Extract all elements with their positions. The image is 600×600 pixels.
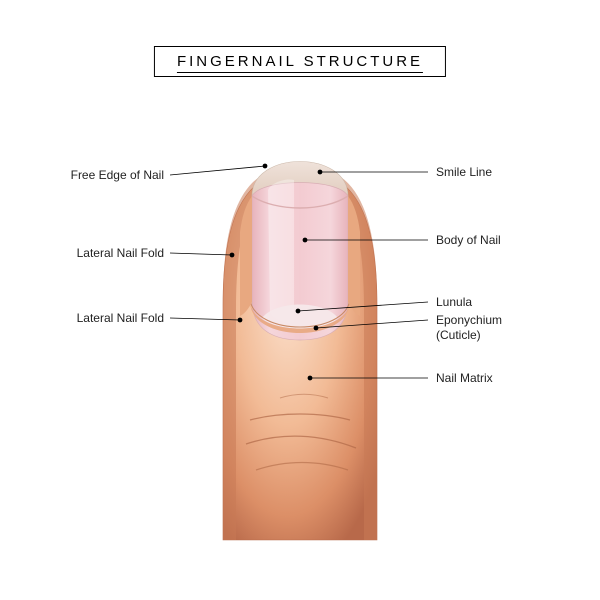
label-eponychium: Eponychium(Cuticle) (436, 313, 502, 343)
nail-highlight (268, 179, 294, 322)
label-free-edge: Free Edge of Nail (71, 168, 164, 183)
diagram-canvas (0, 0, 600, 600)
label-lateral-fold-2: Lateral Nail Fold (77, 311, 164, 326)
label-nail-matrix: Nail Matrix (436, 371, 493, 386)
label-body-of-nail: Body of Nail (436, 233, 501, 248)
label-lateral-fold-1: Lateral Nail Fold (77, 246, 164, 261)
label-smile-line: Smile Line (436, 165, 492, 180)
label-lunula: Lunula (436, 295, 472, 310)
